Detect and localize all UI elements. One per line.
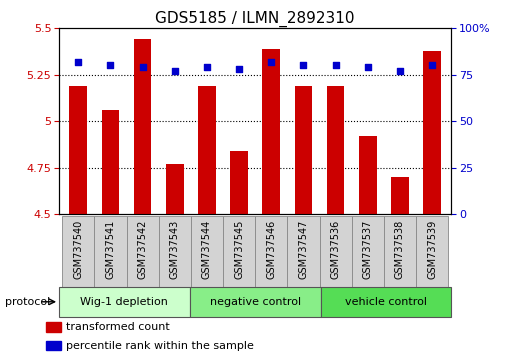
Bar <box>159 216 191 287</box>
Text: GSM737544: GSM737544 <box>202 219 212 279</box>
Bar <box>416 216 448 287</box>
Text: vehicle control: vehicle control <box>345 297 427 307</box>
Bar <box>327 86 345 214</box>
Bar <box>255 216 287 287</box>
Bar <box>191 216 223 287</box>
Bar <box>134 39 151 214</box>
Bar <box>190 287 321 317</box>
Point <box>203 64 211 70</box>
Bar <box>294 86 312 214</box>
Point <box>300 63 308 68</box>
Text: GSM737537: GSM737537 <box>363 219 373 279</box>
Bar <box>198 86 216 214</box>
Bar <box>46 322 61 332</box>
Point <box>106 63 114 68</box>
Bar <box>359 136 377 214</box>
Text: GSM737541: GSM737541 <box>106 219 115 279</box>
Bar <box>230 151 248 214</box>
Bar <box>223 216 255 287</box>
Point <box>235 66 243 72</box>
Bar <box>69 86 87 214</box>
Bar <box>166 164 184 214</box>
Bar <box>94 216 127 287</box>
Title: GDS5185 / ILMN_2892310: GDS5185 / ILMN_2892310 <box>155 11 355 27</box>
Text: GSM737547: GSM737547 <box>299 219 308 279</box>
Bar <box>352 216 384 287</box>
Bar <box>321 287 451 317</box>
Bar <box>46 341 61 350</box>
Text: GSM737545: GSM737545 <box>234 219 244 279</box>
Point <box>74 59 83 64</box>
Text: GSM737540: GSM737540 <box>73 219 83 279</box>
Bar <box>263 49 280 214</box>
Bar <box>127 216 159 287</box>
Bar <box>391 177 409 214</box>
Point <box>428 63 436 68</box>
Bar <box>62 216 94 287</box>
Text: transformed count: transformed count <box>66 322 170 332</box>
Text: GSM737538: GSM737538 <box>395 219 405 279</box>
Bar <box>102 110 120 214</box>
Point <box>364 64 372 70</box>
Text: GSM737539: GSM737539 <box>427 219 437 279</box>
Bar <box>287 216 320 287</box>
Text: protocol: protocol <box>5 297 50 307</box>
Text: GSM737546: GSM737546 <box>266 219 277 279</box>
Text: Wig-1 depletion: Wig-1 depletion <box>81 297 168 307</box>
Text: GSM737536: GSM737536 <box>331 219 341 279</box>
Text: GSM737543: GSM737543 <box>170 219 180 279</box>
Point <box>139 64 147 70</box>
Bar <box>320 216 352 287</box>
Point <box>171 68 179 74</box>
Text: GSM737542: GSM737542 <box>137 219 148 279</box>
Bar <box>423 51 441 214</box>
Bar <box>384 216 416 287</box>
Point <box>396 68 404 74</box>
Text: negative control: negative control <box>210 297 301 307</box>
Point <box>331 63 340 68</box>
Bar <box>59 287 190 317</box>
Text: percentile rank within the sample: percentile rank within the sample <box>66 341 254 350</box>
Point <box>267 59 275 64</box>
